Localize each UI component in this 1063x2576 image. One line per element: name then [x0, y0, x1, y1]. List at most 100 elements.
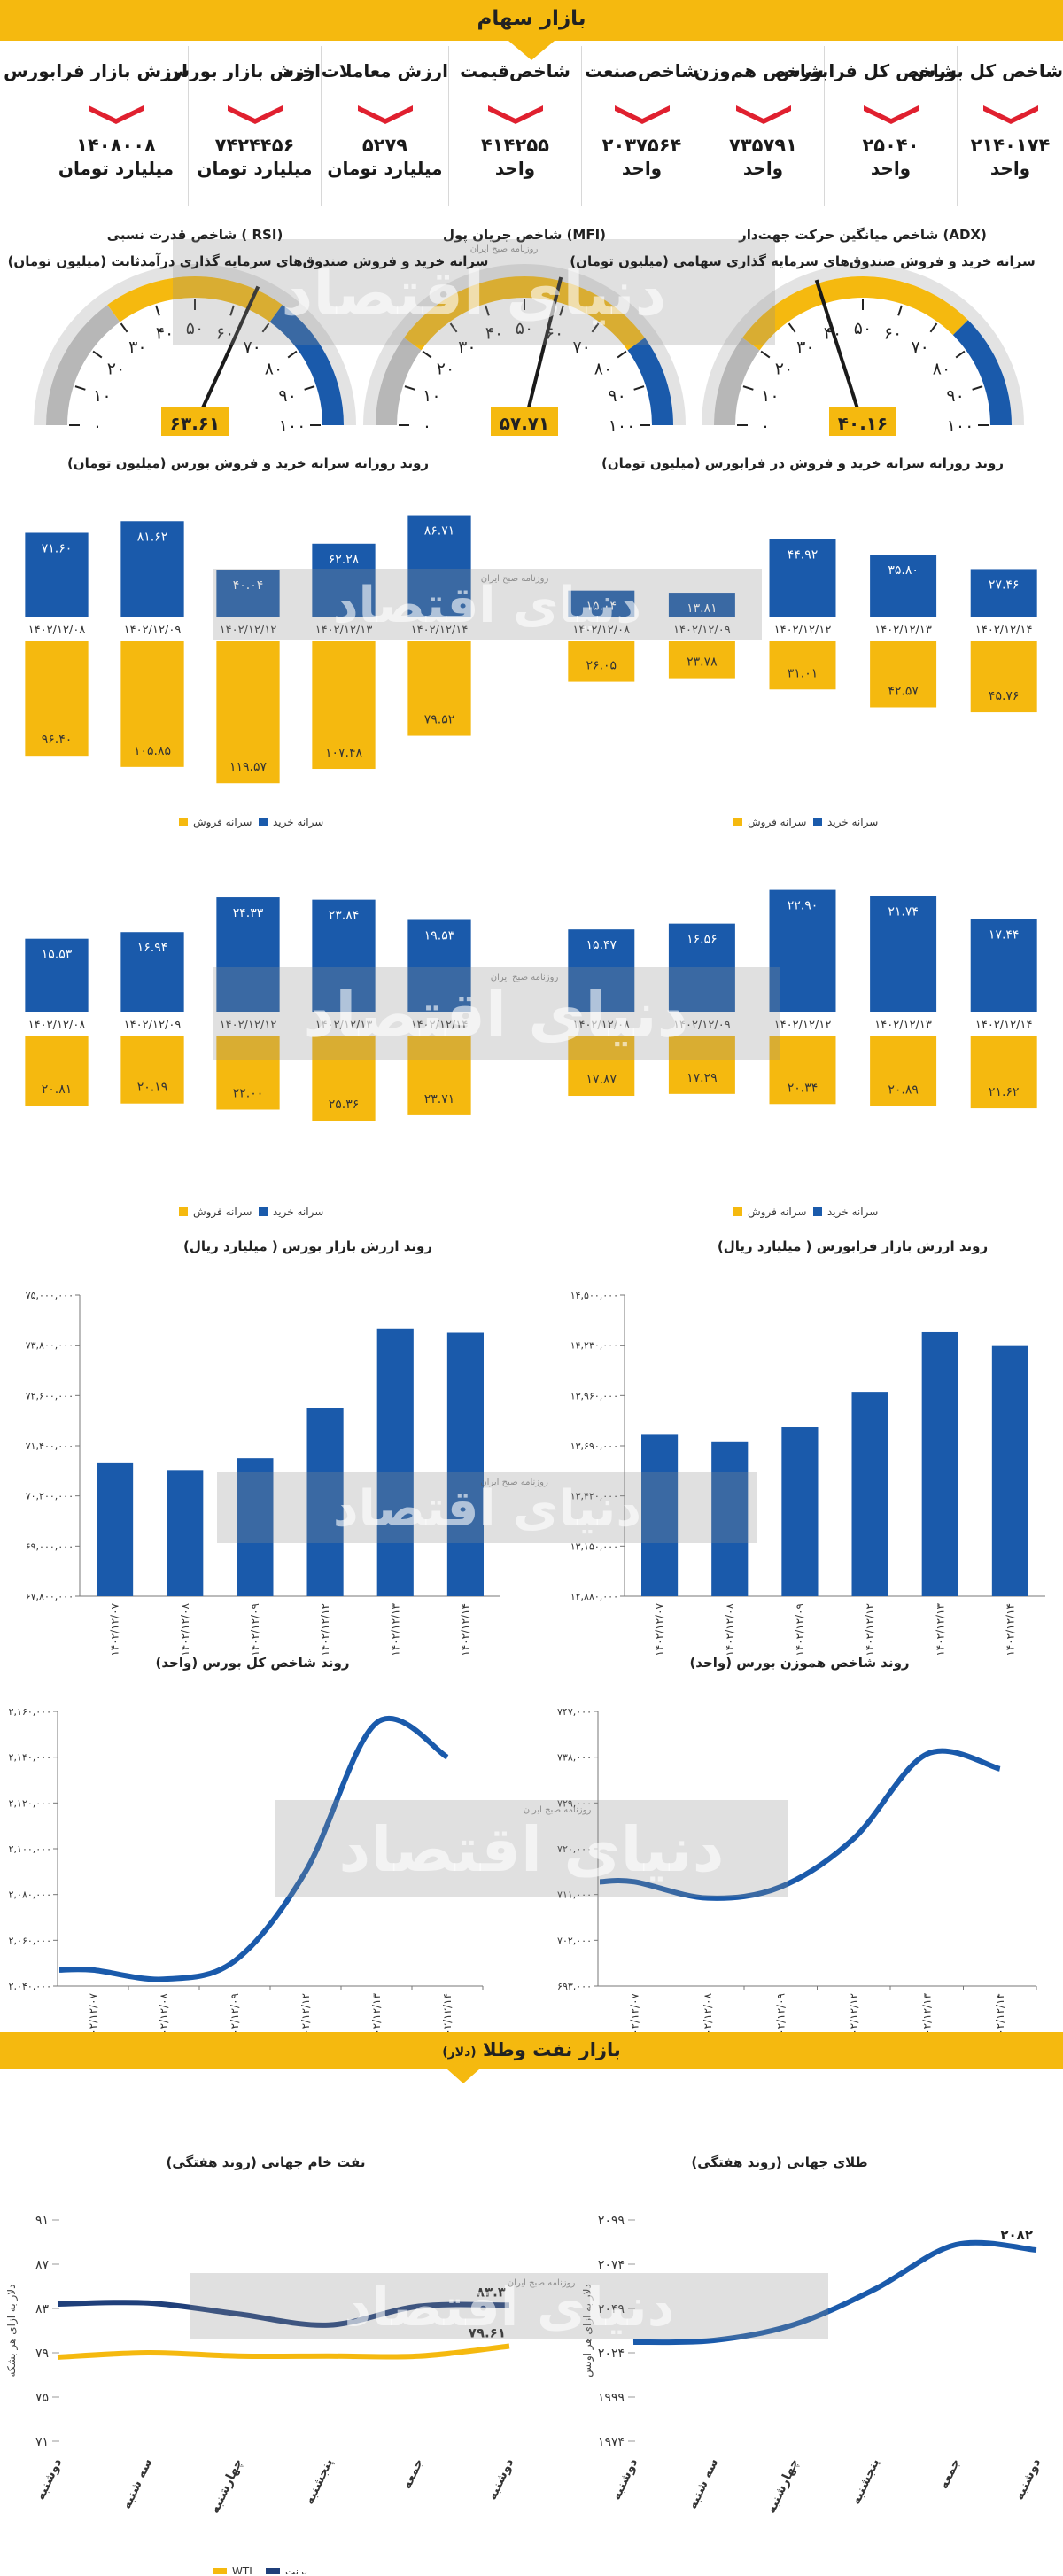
bar-sell-label: ۱۰۵.۸۵ [134, 744, 171, 758]
legend-swatch-buy [259, 818, 268, 826]
chart-fund_equity: سرانه خرید و فروش صندوق‌های سرمایه گذاری… [568, 253, 1037, 829]
gauge-zone [714, 338, 760, 425]
gauge-tick [404, 385, 415, 391]
bar-buy [769, 889, 836, 1012]
gauge-value-label: ۴۰.۱۶ [838, 413, 888, 434]
chart-title: روند شاخص هموزن بورس (واحد) [689, 1655, 909, 1671]
category-label: ۱۴۰۲/۱۲/۱۲ [220, 624, 277, 637]
bar-sell [216, 1036, 280, 1110]
scoreboard-label: شاخص کل فرابورس [776, 60, 957, 81]
y-tick-label: ۱۳,۹۶۰,۰۰۰ [570, 1390, 618, 1401]
chart-title: طلای جهانی (روند هفتگی) [691, 2154, 867, 2170]
bar-sell-label: ۲۲.۰۰ [233, 1087, 264, 1101]
legend-swatch-sell [179, 818, 188, 826]
scoreboard: شاخص کل بورس ۲۱۴۰۱۷۴ واحد شاخص کل فرابورس ۲۵… [0, 46, 1063, 206]
category-label: پنجشنبه [849, 2456, 882, 2507]
scoreboard-value: ۴۱۴۲۵۵ [481, 135, 549, 156]
category-label: ۱۴۰۲/۱۲/۰۹ [673, 624, 731, 637]
gauge-value-label: ۶۳.۶۱ [170, 413, 220, 434]
scoreboard-label: ارزش بازار بورس [165, 60, 321, 81]
chart-title: نفت خام جهانی (روند هفتگی) [167, 2154, 366, 2170]
watermark-subtitle: روزنامه صبح ایران [491, 973, 559, 982]
watermark-subtitle: روزنامه صبح ایران [481, 574, 549, 584]
bar-sell-label: ۲۶.۰۵ [586, 659, 617, 673]
gauge-zone [627, 338, 673, 425]
category-label: ۱۴۰۲/۱۲/۱۳ [874, 1019, 932, 1032]
gauge-tick [120, 322, 128, 333]
scoreboard-item: ارزش بازار فرابورس ۱۴۰۸۰۰۸ میلیارد تومان [4, 46, 188, 206]
bar-sell [25, 641, 89, 757]
chart-title: روند روزانه سرانه خرید و فروش در فرابورس… [601, 455, 1004, 471]
bar-sell-label: ۲۰.۳۴ [788, 1081, 819, 1095]
legend-brent: برنت [285, 2565, 307, 2574]
gauge-tick [897, 305, 903, 316]
chevron-down-icon [227, 105, 283, 124]
gauge-tick-label: ۷۰ [911, 338, 928, 357]
watermark-plate [190, 2273, 828, 2339]
gauge-tick [633, 385, 645, 391]
category-label: دوشنبه [485, 2456, 516, 2502]
bar-sell [769, 641, 836, 690]
bar-sell-label: ۱۷.۸۷ [586, 1073, 617, 1087]
category-label: ۱۴۰۲/۱۲/۱۴ [411, 624, 469, 637]
chevron-down-icon [357, 105, 413, 124]
y-tick-label: ۷۲۰,۰۰۰ [557, 1843, 592, 1855]
gauge-tick-label: ۵۰ [186, 319, 204, 338]
y-tick-label: ۷۰,۲۰۰,۰۰۰ [26, 1491, 74, 1502]
watermark-subtitle: روزنامه صبح ایران [480, 1478, 548, 1487]
gauge-tick-label: ۳۰ [128, 338, 146, 357]
gauge-zone [404, 275, 645, 351]
oil-gold-unit: (دلار) [442, 2045, 477, 2060]
gauge-tick-label: ۵۰ [854, 319, 872, 338]
header-pointer [508, 41, 555, 60]
bar [851, 1392, 888, 1596]
scoreboard-value: ۷۳۵۷۹۱ [729, 135, 797, 156]
watermark-plate [275, 1800, 788, 1897]
chart-bourse_percap: روند روزانه سرانه خرید و فروش بورس (میلی… [25, 455, 471, 1219]
category-label: ۱۴۰۲/۱۲/۱۳ [315, 1019, 373, 1032]
bar-buy-label: ۲۴.۳۳ [233, 906, 264, 920]
bar-buy-label: ۱۷.۴۴ [989, 927, 1020, 942]
bar-buy [216, 897, 280, 1012]
bar-sell-label: ۱۷.۲۹ [687, 1071, 718, 1085]
watermark-subtitle: روزنامه صبح ایران [470, 244, 539, 254]
chart-fund_fixed: سرانه خرید و فروش صندوق‌های سرمایه گذاری… [8, 253, 489, 829]
bar [306, 1408, 344, 1596]
stock-market-header: بازار سهام [0, 0, 1063, 41]
y-tick-label: ۷۹ [35, 2347, 49, 2361]
bar-sell [216, 641, 280, 784]
chart-title: روند ارزش بازار بورس ( میلیارد ریال) [183, 1238, 432, 1254]
watermark-plate [173, 239, 775, 345]
category-label: ۱۴۰۲/۱۲/۱۳ [389, 1602, 401, 1656]
bar-sell [870, 641, 937, 708]
bar-sell [568, 641, 635, 682]
bar-sell [407, 1036, 471, 1115]
gauge-needle [814, 279, 865, 426]
watermark-text: دنیای اقتصاد [281, 257, 666, 330]
category-label: جمعه [936, 2456, 963, 2491]
bar-buy [25, 532, 89, 617]
chart-title: سرانه خرید و فروش صندوق‌های سرمایه گذاری… [570, 253, 1035, 269]
bar-sell-label: ۳۱.۰۱ [788, 666, 819, 680]
bar-buy-label: ۲۳.۸۴ [329, 909, 360, 923]
bar-buy [970, 919, 1037, 1012]
gauge-tick [74, 385, 86, 391]
bar-buy-label: ۴۰.۰۴ [233, 578, 264, 593]
scoreboard-value: ۷۴۲۴۴۵۶ [214, 135, 295, 156]
y-axis-title: دلار به ازای هر اونس [581, 2284, 594, 2378]
category-label: ۱۴۰۲/۱۲/۰۸ [179, 1602, 191, 1656]
y-tick-label: ۱۴,۵۰۰,۰۰۰ [570, 1290, 618, 1301]
y-tick-label: ۲,۰۶۰,۰۰۰ [9, 1935, 51, 1946]
category-label: سه شنبه [686, 2456, 721, 2511]
category-label: سه شنبه [120, 2456, 155, 2511]
chart-title: روند روزانه سرانه خرید و فروش بورس (میلی… [67, 455, 429, 471]
category-label: ۱۴۰۲/۱۲/۱۲ [220, 1019, 277, 1032]
scoreboard-unit: میلیارد تومان [197, 158, 313, 179]
category-label: دوشنبه [1013, 2456, 1044, 2502]
watermark-text: دنیای اقتصاد [333, 1480, 641, 1538]
bar-sell-label: ۲۰.۸۱ [42, 1082, 73, 1097]
chevron-down-icon [614, 105, 670, 124]
scoreboard-value: ۱۴۰۸۰۰۸ [76, 135, 156, 156]
